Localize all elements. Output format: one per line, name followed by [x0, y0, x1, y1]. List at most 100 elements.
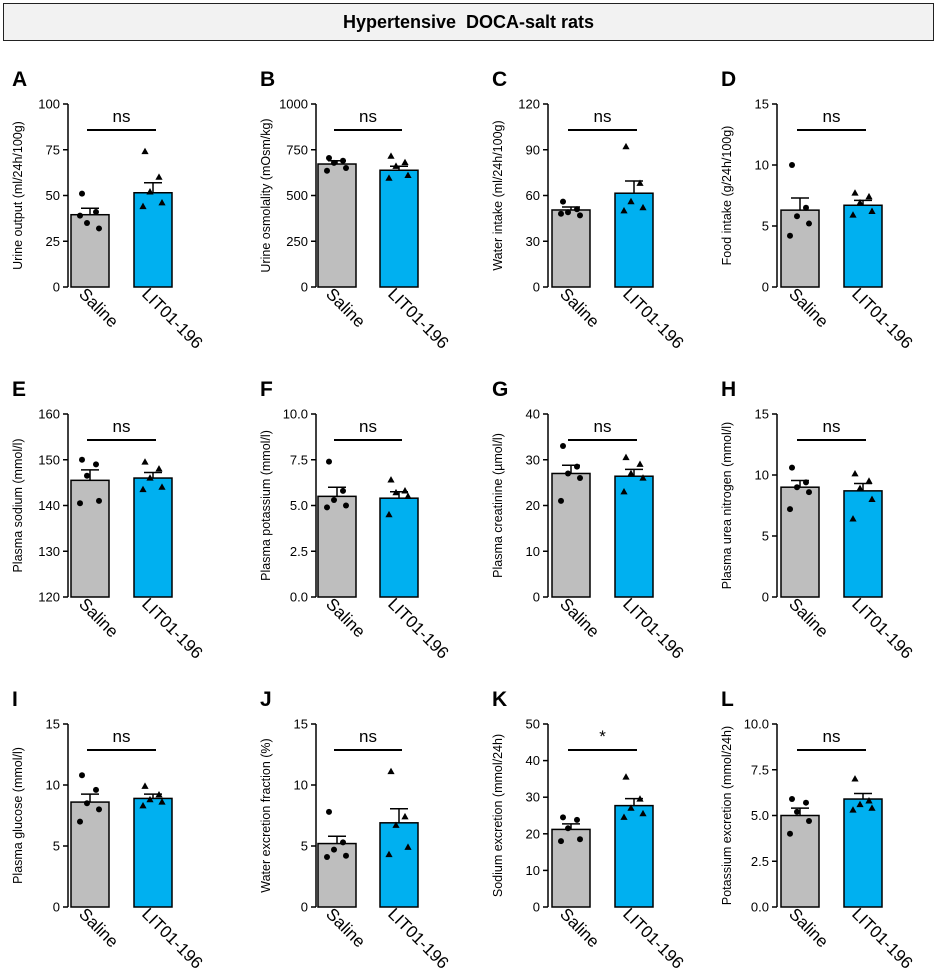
- y-tick-label: 5: [53, 839, 60, 854]
- x-category-label: LIT01-196: [848, 594, 916, 662]
- y-tick-label: 120: [38, 590, 60, 605]
- data-point-lit01-196: [851, 189, 859, 196]
- panel-e: E 120 130 140 150 160 Plasma sodium (mmol/l) Sa…: [11, 378, 206, 663]
- data-point-saline: [794, 213, 800, 220]
- y-tick-label: 60: [526, 188, 540, 203]
- data-point-saline: [577, 475, 583, 482]
- y-tick-label: 5.0: [290, 498, 308, 513]
- bar-saline: [551, 828, 591, 908]
- y-tick-label: 7.5: [751, 762, 769, 777]
- y-tick-label: 30: [526, 790, 540, 805]
- data-point-saline: [96, 225, 102, 232]
- bar-saline: [780, 209, 820, 288]
- data-point-saline: [565, 825, 571, 832]
- y-tick-label: 250: [286, 234, 308, 249]
- data-point-saline: [96, 497, 102, 504]
- data-point-lit01-196: [636, 460, 644, 467]
- y-tick-label: 15: [46, 717, 60, 732]
- bar-saline: [70, 479, 110, 598]
- data-point-lit01-196: [636, 179, 644, 186]
- y-tick-label: 0: [53, 900, 60, 915]
- data-point-saline: [577, 836, 583, 843]
- data-point-lit01-196: [387, 152, 395, 159]
- data-point-lit01-196: [146, 474, 154, 481]
- data-point-saline: [331, 846, 337, 853]
- data-point-saline: [803, 479, 809, 486]
- data-point-saline: [565, 209, 571, 216]
- x-category-label: LIT01-196: [138, 594, 206, 662]
- bar-saline: [317, 842, 357, 908]
- data-point-saline: [794, 484, 800, 491]
- data-point-saline: [77, 818, 83, 825]
- data-point-lit01-196: [158, 483, 166, 490]
- data-point-lit01-196: [856, 800, 864, 808]
- data-point-saline: [787, 506, 793, 513]
- y-tick-label: 25: [46, 234, 60, 249]
- y-axis-label: Plasma potassium (mmol/l): [259, 430, 273, 581]
- x-category-label: Saline: [75, 904, 122, 951]
- y-tick-label: 90: [526, 142, 540, 157]
- x-category-label: Saline: [785, 904, 832, 951]
- panel-letter-f: F: [260, 378, 273, 401]
- y-axis-label: Food intake (g/24h/100g): [720, 126, 734, 266]
- data-point-lit01-196: [401, 812, 409, 820]
- bar-lit01-196: [379, 822, 419, 908]
- data-point-saline: [560, 443, 566, 450]
- significance-label: ns: [823, 107, 841, 126]
- data-point-saline: [806, 220, 812, 227]
- y-axis-label: Water intake (ml/24h/100g): [491, 120, 505, 270]
- data-point-saline: [93, 461, 99, 468]
- data-point-saline: [789, 162, 795, 168]
- panel-a: A 0 25 50 75 100 Urine output (ml/24h/100g) Sal…: [11, 68, 206, 353]
- data-point-saline: [789, 464, 795, 471]
- x-category-label: LIT01-196: [384, 594, 452, 662]
- y-tick-label: 0.0: [751, 900, 769, 915]
- data-point-lit01-196: [141, 147, 149, 155]
- data-point-saline: [331, 159, 337, 166]
- y-axis-label: Plasma creatinine (µmol/l): [491, 433, 505, 578]
- y-tick-label: 15: [755, 407, 769, 422]
- data-point-saline: [558, 210, 564, 217]
- data-point-saline: [343, 502, 349, 509]
- x-category-label: LIT01-196: [384, 904, 452, 970]
- panel-f: F 0.0 2.5 5.0 7.5 10.0 Plasma potassium (mmol/…: [259, 378, 452, 663]
- data-point-lit01-196: [856, 199, 864, 206]
- data-point-saline: [789, 796, 795, 803]
- data-point-saline: [560, 198, 566, 205]
- x-category-label: Saline: [322, 594, 369, 641]
- significance-label: ns: [113, 727, 131, 746]
- significance-label: ns: [359, 417, 377, 436]
- data-point-lit01-196: [155, 465, 163, 472]
- data-point-lit01-196: [392, 488, 400, 496]
- data-point-lit01-196: [155, 790, 163, 798]
- data-point-saline: [77, 500, 83, 507]
- y-axis-label: Sodium excretion (mmol/24h): [491, 734, 505, 897]
- data-point-saline: [84, 219, 90, 226]
- y-tick-label: 0: [301, 280, 308, 295]
- panel-k: K 0 10 20 30 40 50 Sodium excretion (mmol/24h) S…: [491, 688, 687, 970]
- bar-saline: [780, 814, 820, 908]
- data-point-lit01-196: [868, 495, 876, 502]
- data-point-saline: [326, 808, 332, 815]
- bar-lit01-196: [379, 169, 419, 288]
- y-tick-label: 750: [286, 142, 308, 157]
- y-tick-label: 0: [301, 900, 308, 915]
- data-point-lit01-196: [141, 782, 149, 789]
- panel-i: I 0 5 10 15 Plasma glucose (mmol/l) Saline LIT0…: [11, 688, 206, 970]
- y-tick-label: 0: [533, 900, 540, 915]
- y-tick-label: 5.0: [751, 808, 769, 823]
- y-axis-label: Plasma urea nitrogen (mmol/l): [720, 422, 734, 589]
- data-point-lit01-196: [158, 798, 166, 805]
- y-tick-label: 10: [526, 544, 540, 559]
- x-category-label: LIT01-196: [138, 284, 206, 352]
- y-tick-label: 1000: [279, 97, 308, 112]
- x-category-label: LIT01-196: [384, 284, 452, 352]
- data-point-lit01-196: [401, 158, 409, 166]
- data-point-saline: [96, 806, 102, 813]
- bar-saline: [317, 495, 357, 598]
- panel-c: C 0 30 60 90 120 Water intake (ml/24h/100g) Sal…: [491, 68, 687, 353]
- data-point-lit01-196: [404, 492, 412, 499]
- y-axis-label: Water excretion fraction (%): [259, 738, 273, 892]
- bar-lit01-196: [614, 192, 654, 288]
- data-point-lit01-196: [158, 199, 166, 206]
